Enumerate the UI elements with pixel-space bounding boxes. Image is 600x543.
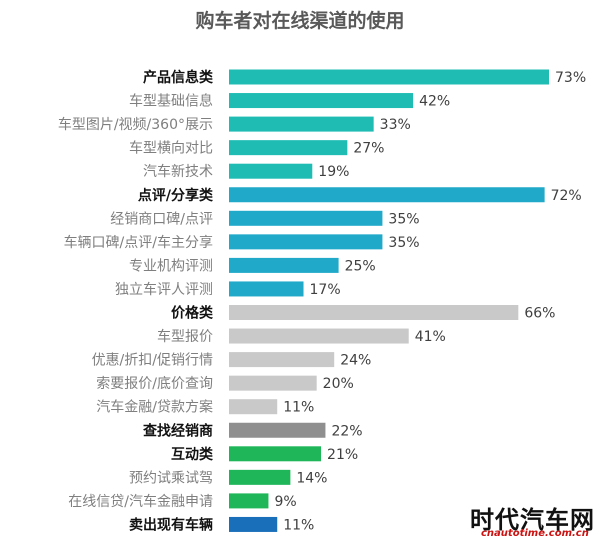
value-label: 9%	[274, 494, 296, 510]
bar	[229, 352, 335, 368]
category-label: 经销商口碑/点评	[110, 211, 213, 227]
bar	[229, 399, 278, 415]
value-label: 25%	[345, 258, 376, 274]
bar	[229, 493, 269, 509]
category-label: 独立车评人评测	[115, 281, 213, 298]
value-label: 11%	[283, 400, 314, 416]
bar	[229, 140, 348, 156]
category-label: 车辆口碑/点评/车主分享	[64, 234, 213, 251]
category-label: 点评/分享类	[138, 187, 214, 204]
value-label: 35%	[388, 235, 419, 251]
value-label: 17%	[310, 282, 341, 298]
category-label: 优惠/折扣/促销行情	[92, 353, 213, 369]
bar	[229, 163, 313, 179]
category-label: 索要报价/底价查询	[96, 375, 213, 392]
category-label: 专业机构评测	[129, 258, 213, 274]
bar	[229, 446, 322, 462]
value-label: 20%	[323, 376, 354, 392]
bar	[229, 257, 339, 273]
chart-title: 购车者对在线渠道的使用	[195, 10, 405, 32]
bar	[229, 234, 383, 250]
category-label: 在线信贷/汽车金融申请	[68, 493, 213, 510]
category-label: 车型横向对比	[129, 140, 213, 157]
watermark-url: cnautotime.com.cn	[481, 528, 589, 539]
category-label: 汽车金融/贷款方案	[96, 399, 213, 416]
bar	[229, 469, 291, 485]
category-label: 预约试乘试驾	[129, 470, 213, 486]
watermark-logo-text: 时代汽车网	[470, 506, 595, 534]
value-label: 73%	[555, 70, 586, 86]
value-label: 14%	[296, 470, 327, 486]
value-label: 72%	[551, 188, 582, 204]
value-label: 41%	[415, 329, 446, 345]
bar	[229, 328, 409, 344]
bar	[229, 375, 317, 391]
category-label: 车型基础信息	[129, 93, 213, 110]
bar	[229, 281, 304, 297]
value-label: 35%	[388, 211, 419, 227]
value-label: 42%	[419, 94, 450, 110]
value-label: 27%	[353, 141, 384, 157]
bar	[229, 93, 414, 109]
category-label: 查找经销商	[143, 422, 213, 439]
category-label: 车型图片/视频/360°展示	[58, 116, 213, 133]
category-label: 卖出现有车辆	[129, 516, 213, 533]
category-labels: 产品信息类车型基础信息车型图片/视频/360°展示车型横向对比汽车新技术点评/分…	[58, 69, 214, 533]
category-label: 车型报价	[157, 328, 213, 345]
category-label: 互动类	[171, 446, 214, 463]
value-label: 21%	[327, 447, 358, 463]
value-label: 11%	[283, 517, 314, 533]
bar	[229, 305, 519, 320]
value-label: 66%	[524, 306, 555, 322]
bar	[229, 116, 374, 132]
bar	[229, 210, 383, 226]
value-label: 19%	[318, 164, 349, 180]
bar	[229, 422, 326, 438]
category-label: 价格类	[171, 305, 214, 322]
value-label: 22%	[331, 423, 362, 439]
category-label: 汽车新技术	[143, 163, 213, 180]
value-labels: 73% 42% 33% 27%19% 72% 35% 35% 25%17% 66% 41% 24% 2…	[274, 70, 586, 533]
value-label: 33%	[380, 117, 411, 133]
bar	[229, 187, 545, 203]
value-label: 24%	[340, 353, 371, 369]
category-label: 产品信息类	[143, 69, 214, 86]
bar	[229, 69, 549, 85]
bar	[229, 516, 278, 532]
bars	[229, 69, 549, 532]
